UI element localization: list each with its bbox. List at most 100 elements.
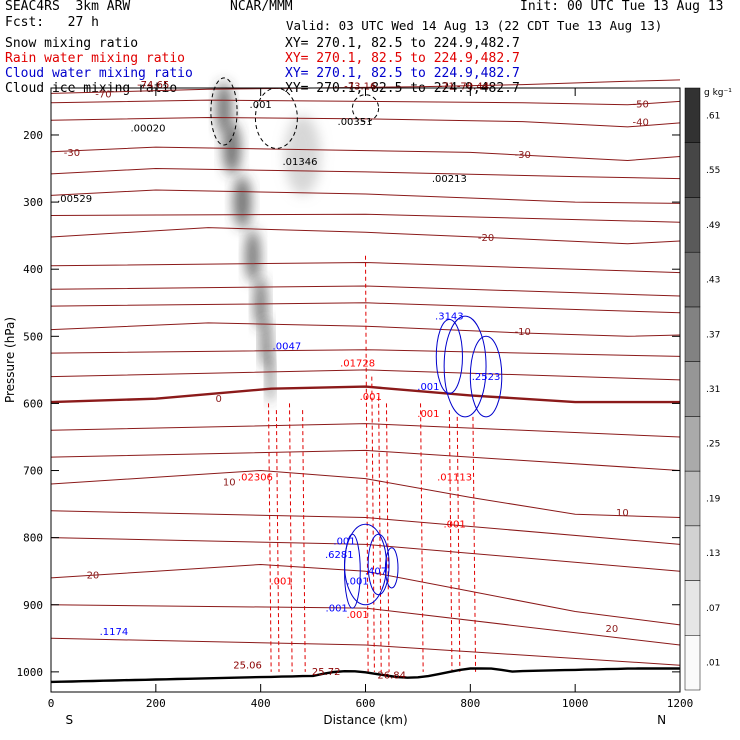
temperature-contour [50,537,681,572]
contour-label: .00529 [57,194,92,205]
temperature-label: -30 [64,148,80,159]
colorbar-label: .61 [706,111,720,121]
temperature-label: -30 [515,150,531,161]
contour-label: .3143 [435,312,464,323]
temperature-contour [50,79,681,94]
contour-label: 25.06 [233,661,262,672]
temperature-contour [50,469,681,518]
temperature-contour [50,423,681,438]
temperature-contour [50,189,681,204]
temperature-label: 20 [605,624,618,635]
temperature-label: 10 [616,508,629,519]
y-tick-label: 800 [23,532,43,545]
field-name-snow: Snow mixing ratio [5,36,139,51]
center-label: NCAR/MMM [230,0,293,14]
temperature-contour [50,99,681,106]
snow-shading-blob [266,350,274,403]
temperature-contour [50,349,681,357]
contour-label: .00351 [338,117,373,128]
plot-frame [50,87,681,693]
forecast-label: Fcst: 27 h [5,15,99,30]
colorbar-segment [684,635,701,691]
temperature-contour [50,261,681,274]
rain-contour [385,403,390,672]
temperature-contour [50,449,681,471]
colorbar-segment [684,142,701,198]
y-tick-label: 500 [23,330,43,343]
rain-contour [268,403,272,672]
snow-shading-blob [233,176,252,229]
temperature-contour [50,510,681,545]
rain-contour [420,403,424,672]
colorbar: .01 .07 .13 .19 .25 .31 .37 .43 .49 .55 .61 g kg⁻¹ [684,87,732,691]
contour-label: .001 [347,577,369,588]
colorbar-label: .01 [706,659,720,669]
y-tick-label: 400 [23,263,43,276]
contour-label: .001 [271,577,293,588]
snow-contour [210,77,238,146]
x-tick-label: 800 [460,697,480,710]
contour-label: .0047 [273,342,302,353]
temperature-contour [50,604,681,646]
temperature-contour [50,167,681,180]
colorbar-label: .55 [706,166,720,176]
y-axis-title: Pressure (hPa) [3,317,17,403]
colorbar-label: .49 [706,221,721,231]
y-tick-label: 1000 [17,666,44,679]
cloud-water-contour [435,319,463,394]
plot-area: -74.65 -73.16 -71 -70.44 .00020 .001 .00351 .01… [50,77,681,684]
y-tick-label: 300 [23,196,43,209]
xsec-cloud-water: XY= 270.1, 82.5 to 224.9,482.7 [285,66,520,81]
temperature-contour [50,213,681,223]
endpoint-label-south: S [66,713,74,727]
temperature-contour [50,637,681,666]
colorbar-segment [684,361,701,417]
colorbar-segment [684,416,701,472]
contour-label: .1174 [100,627,129,638]
contour-label: -70.44 [457,81,489,92]
snow-shading-blob [254,276,267,329]
contour-label: .00213 [432,174,467,185]
endpoint-label-north: N [657,713,666,727]
temperature-contour [50,369,681,381]
contour-label: .01346 [282,157,317,168]
temperature-label: -70 [95,89,111,100]
contour-label: .01113 [437,473,472,484]
contour-label: .001 [417,409,439,420]
rain-contour [365,255,369,672]
contour-label: .02306 [238,473,273,484]
rain-contour [456,416,461,672]
xsec-rain: XY= 270.1, 82.5 to 224.9,482.7 [285,51,520,66]
rain-contour [378,396,382,672]
contour-label: .001 [250,100,272,111]
colorbar-label: .25 [706,440,720,450]
colorbar-segment [684,306,701,362]
temperature-contour [50,227,681,245]
temperature-contour [50,563,681,626]
contour-label: .01728 [340,359,375,370]
temperature-contour [50,146,681,162]
rain-contour [275,410,280,672]
field-name-cloud-water: Cloud water mixing ratio [5,66,193,81]
y-tick-label: 600 [23,397,43,410]
temperature-contour [50,322,681,337]
y-tick-label: 200 [23,129,43,142]
contour-label: 26.84 [377,671,406,682]
temperature-label: -10 [515,327,531,338]
temperature-contour [50,302,681,314]
x-tick-label: 600 [356,697,376,710]
temperature-label: 20 [87,571,100,582]
colorbar-label: .43 [706,276,720,286]
colorbar-segment [684,251,701,308]
colorbar-segment [684,197,701,253]
x-tick-label: 400 [251,697,271,710]
model-label: SEAC4RS 3km ARW [5,0,131,14]
temperature-contour [50,116,681,128]
cloud-water-contour [344,533,361,609]
colorbar-segment [684,87,701,143]
x-tick-label: 0 [48,697,55,710]
cloud-water-contour [469,335,503,418]
contour-label: .00020 [130,124,165,135]
contour-label: 25.72 [312,667,341,678]
